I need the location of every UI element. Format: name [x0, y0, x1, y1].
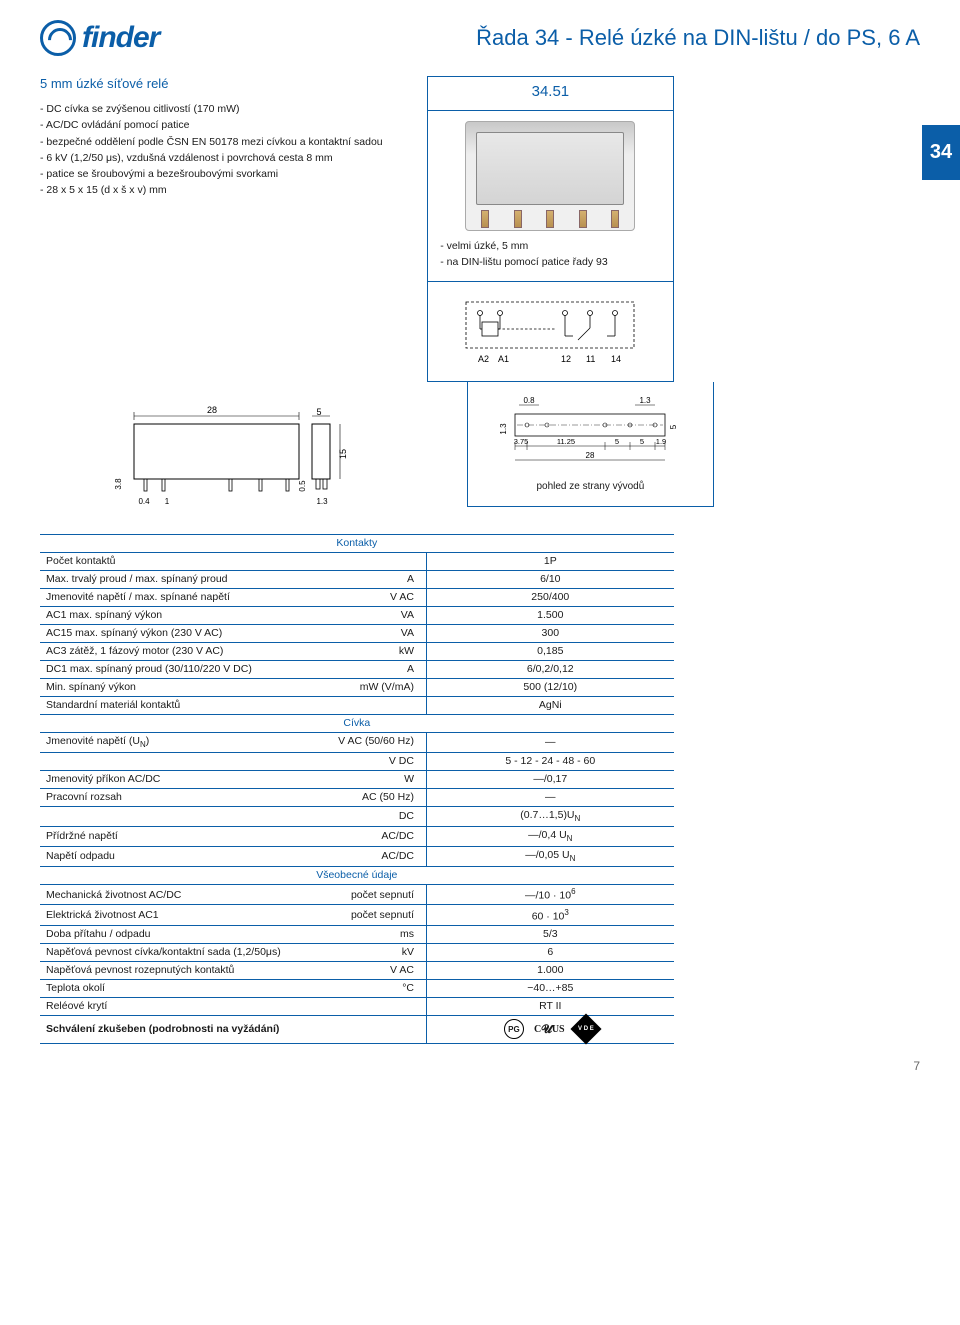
- feature-item: - bezpečné oddělení podle ČSN EN 50178 m…: [40, 134, 417, 150]
- spec-row: Mechanická životnost AC/DCpočet sepnutí—…: [40, 884, 674, 905]
- spec-row: Schválení zkušeben (podrobnosti na vyžád…: [40, 1015, 674, 1043]
- model-column: 34.51 - velmi úzké, 5 mm- na DIN-lištu p…: [427, 76, 673, 382]
- spec-row: Max. trvalý proud / max. spínaný proudA6…: [40, 570, 674, 588]
- feature-item: - 6 kV (1,2/50 μs), vzdušná vzdálenost i…: [40, 150, 417, 166]
- spec-row: V DC5 - 12 - 24 - 48 - 60: [40, 752, 674, 770]
- spec-row: Elektrická životnost AC1počet sepnutí60 …: [40, 905, 674, 926]
- svg-text:5: 5: [615, 437, 619, 446]
- svg-text:1.9: 1.9: [656, 437, 666, 446]
- svg-text:12: 12: [561, 354, 571, 364]
- svg-text:0.5: 0.5: [298, 479, 307, 491]
- spec-row: Standardní materiál kontaktůAgNi: [40, 696, 674, 714]
- svg-text:28: 28: [207, 405, 217, 415]
- svg-text:11.25: 11.25: [557, 437, 575, 446]
- brand-logo: finder: [40, 20, 159, 56]
- relay-photo: [465, 121, 635, 231]
- svg-text:A1: A1: [498, 354, 509, 364]
- svg-text:3.8: 3.8: [114, 477, 123, 489]
- spec-row: Pracovní rozsahAC (50 Hz)—: [40, 788, 674, 806]
- logo-text: finder: [82, 21, 159, 55]
- svg-text:1.3: 1.3: [316, 497, 328, 506]
- spec-row: AC1 max. spínaný výkonVA1.500: [40, 606, 674, 624]
- spec-row: Napětí odpaduAC/DC—/0,05 UN: [40, 846, 674, 866]
- svg-text:5: 5: [669, 424, 678, 429]
- spec-row: Napěťová pevnost cívka/kontaktní sada (1…: [40, 943, 674, 961]
- features-heading: 5 mm úzké síťové relé: [40, 76, 417, 91]
- svg-text:14: 14: [611, 354, 621, 364]
- svg-text:5: 5: [316, 407, 321, 417]
- svg-text:15: 15: [338, 448, 348, 458]
- spec-group-header: Cívka: [40, 714, 674, 732]
- schematic-diagram: A2 A1 12 11 14: [428, 282, 672, 382]
- spec-row: Doba přítahu / odpadums5/3: [40, 925, 674, 943]
- header: finder Řada 34 - Relé úzké na DIN-lištu …: [40, 20, 920, 56]
- spec-row: AC15 max. spínaný výkon (230 V AC)VA300: [40, 624, 674, 642]
- schem-label: A2: [478, 354, 489, 364]
- svg-text:3.75: 3.75: [514, 437, 529, 446]
- spec-group-header: Kontakty: [40, 534, 674, 552]
- spec-group-header: Všeobecné údaje: [40, 866, 674, 884]
- page-number: 7: [40, 1059, 920, 1073]
- model-desc: - velmi úzké, 5 mm- na DIN-lištu pomocí …: [428, 231, 672, 282]
- svg-text:11: 11: [586, 354, 595, 364]
- spec-row: DC1 max. spínaný proud (30/110/220 V DC)…: [40, 660, 674, 678]
- features-column: 5 mm úzké síťové relé - DC cívka se zvýš…: [40, 76, 427, 382]
- spec-row: Počet kontaktů1P: [40, 552, 674, 570]
- svg-text:28: 28: [586, 451, 595, 460]
- svg-text:1.3: 1.3: [499, 422, 508, 434]
- logo-icon: [40, 20, 76, 56]
- dimension-drawings: 28 5 15 3.8 0.4 1 0.5 1.3 0.8 1.3: [40, 382, 920, 514]
- spec-row: Reléové krytíRT II: [40, 997, 674, 1015]
- page-title: Řada 34 - Relé úzké na DIN-lištu / do PS…: [179, 25, 920, 51]
- side-view-drawing: 28 5 15 3.8 0.4 1 0.5 1.3: [104, 404, 364, 514]
- spec-row: Min. spínaný výkonmW (V/mA)500 (12/10): [40, 678, 674, 696]
- spec-row: Napěťová pevnost rozepnutých kontaktůV A…: [40, 961, 674, 979]
- feature-item: - DC cívka se zvýšenou citlivostí (170 m…: [40, 101, 417, 117]
- spec-row: Jmenovité napětí (UN)V AC (50/60 Hz)—: [40, 732, 674, 752]
- vde-cert-icon: V D E: [570, 1014, 601, 1045]
- spec-table: KontaktyPočet kontaktů1PMax. trvalý prou…: [40, 534, 674, 1044]
- svg-text:0.8: 0.8: [524, 396, 536, 405]
- feature-list: - DC cívka se zvýšenou citlivostí (170 m…: [40, 101, 417, 199]
- spec-row: Přídržné napětíAC/DC—/0,4 UN: [40, 826, 674, 846]
- ru-cert-icon: PG: [504, 1019, 524, 1039]
- feature-item: - AC/DC ovládání pomocí patice: [40, 117, 417, 133]
- spec-row: DC(0.7…1,5)UN: [40, 806, 674, 826]
- spec-row: Jmenovité napětí / max. spínané napětíV …: [40, 588, 674, 606]
- spec-row: AC3 zátěž, 1 fázový motor (230 V AC)kW0,…: [40, 642, 674, 660]
- svg-text:5: 5: [640, 437, 644, 446]
- view-label: pohled ze strany vývodů: [468, 477, 712, 496]
- spec-row: Jmenovitý příkon AC/DCW—/0,17: [40, 770, 674, 788]
- feature-item: - patice se šroubovými a bezešroubovými …: [40, 166, 417, 182]
- svg-text:1: 1: [164, 497, 169, 506]
- spec-row: Teplota okolí°C−40…+85: [40, 979, 674, 997]
- ul-cert-icon: C𝓤US: [534, 1022, 565, 1037]
- model-desc-line: - na DIN-lištu pomocí patice řady 93: [440, 255, 660, 271]
- footprint-drawing: 0.8 1.3 5 1.3 3.75 11.25 5 5 1.9 2: [495, 396, 685, 474]
- model-number: 34.51: [428, 77, 672, 111]
- feature-item: - 28 x 5 x 15 (d x š x v) mm: [40, 182, 417, 198]
- model-desc-line: - velmi úzké, 5 mm: [440, 239, 660, 255]
- svg-text:1.3: 1.3: [640, 396, 652, 405]
- series-tab: 34: [922, 125, 960, 180]
- svg-text:0.4: 0.4: [138, 497, 150, 506]
